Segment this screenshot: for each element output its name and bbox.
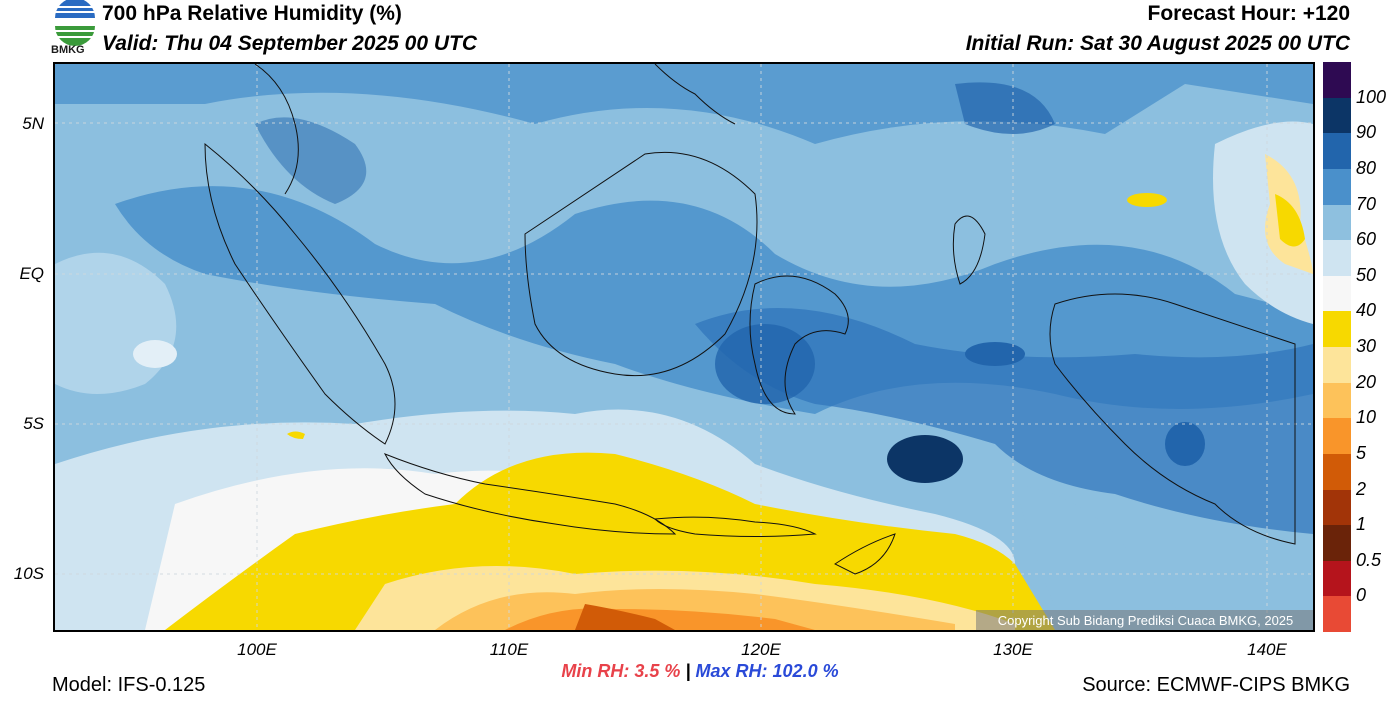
colorbar-segment bbox=[1323, 596, 1351, 633]
lat-label-10s: 10S bbox=[13, 564, 44, 583]
lon-label-100e: 100E bbox=[237, 640, 277, 659]
chart-title: 700 hPa Relative Humidity (%) bbox=[102, 2, 402, 25]
lon-label-120e: 120E bbox=[741, 640, 781, 659]
colorbar-label: 0 bbox=[1356, 585, 1367, 606]
lat-label-5n: 5N bbox=[22, 114, 44, 133]
colorbar-label: 5 bbox=[1356, 442, 1367, 463]
colorbar-label: 10 bbox=[1356, 407, 1377, 428]
colorbar-label: 0.5 bbox=[1356, 549, 1382, 570]
rh-stats: Min RH: 3.5 % | Max RH: 102.0 % bbox=[0, 661, 1400, 682]
colorbar-segment bbox=[1323, 311, 1351, 348]
colorbar-label: 40 bbox=[1356, 300, 1377, 321]
forecast-hour: Forecast Hour: +120 bbox=[1147, 2, 1351, 25]
colorbar-segment bbox=[1323, 204, 1351, 241]
colorbar-label: 50 bbox=[1356, 264, 1377, 285]
colorbar bbox=[1323, 62, 1351, 633]
colorbar-segment bbox=[1323, 347, 1351, 383]
bmkg-logo: BMKG bbox=[50, 0, 100, 60]
colorbar-label: 30 bbox=[1356, 336, 1377, 356]
colorbar-label: 60 bbox=[1356, 229, 1377, 250]
lon-label-130e: 130E bbox=[993, 640, 1033, 659]
colorbar-label: 20 bbox=[1356, 371, 1377, 392]
max-rh-label: Max RH: bbox=[695, 661, 768, 681]
colorbar-segment bbox=[1323, 133, 1351, 170]
colorbar-segment bbox=[1323, 275, 1351, 312]
model-label: Model: IFS-0.125 bbox=[52, 674, 206, 696]
colorbar-segment bbox=[1323, 62, 1351, 98]
colorbar-segment bbox=[1323, 418, 1351, 455]
colorbar-segment bbox=[1323, 240, 1351, 277]
max-rh-value: 102.0 % bbox=[772, 661, 839, 681]
valid-time: Valid: Thu 04 September 2025 00 UTC bbox=[102, 32, 478, 55]
colorbar-segment bbox=[1323, 489, 1351, 526]
colorbar-label: 80 bbox=[1356, 157, 1377, 178]
colorbar-segment bbox=[1323, 382, 1351, 419]
colorbar-segment bbox=[1323, 97, 1351, 134]
humidity-field bbox=[55, 64, 1313, 630]
colorbar-segment bbox=[1323, 453, 1351, 490]
bmkg-logo-icon bbox=[55, 0, 95, 46]
colorbar-label: 100 bbox=[1356, 86, 1387, 107]
colorbar-segment bbox=[1323, 168, 1351, 205]
colorbar-label: 70 bbox=[1356, 193, 1377, 214]
logo-text: BMKG bbox=[51, 44, 85, 56]
min-rh-label: Min RH: bbox=[561, 661, 630, 681]
lat-label-eq: EQ bbox=[19, 264, 44, 283]
lon-label-110e: 110E bbox=[489, 640, 529, 659]
initial-run: Initial Run: Sat 30 August 2025 00 UTC bbox=[965, 32, 1350, 55]
lat-label-5s: 5S bbox=[23, 414, 44, 433]
copyright-notice: Copyright Sub Bidang Prediksi Cuaca BMKG… bbox=[976, 610, 1313, 630]
stats-separator: | bbox=[685, 661, 691, 681]
colorbar-label: 90 bbox=[1356, 122, 1377, 143]
colorbar-label: 1 bbox=[1356, 514, 1367, 535]
humidity-map: Copyright Sub Bidang Prediksi Cuaca BMKG… bbox=[53, 62, 1315, 632]
colorbar-segment bbox=[1323, 560, 1351, 597]
source-label: Source: ECMWF-CIPS BMKG bbox=[1082, 674, 1350, 696]
min-rh-value: 3.5 % bbox=[634, 661, 681, 681]
lon-label-140e: 140E bbox=[1247, 640, 1287, 659]
colorbar-segment bbox=[1323, 525, 1351, 562]
colorbar-label: 2 bbox=[1356, 478, 1367, 499]
